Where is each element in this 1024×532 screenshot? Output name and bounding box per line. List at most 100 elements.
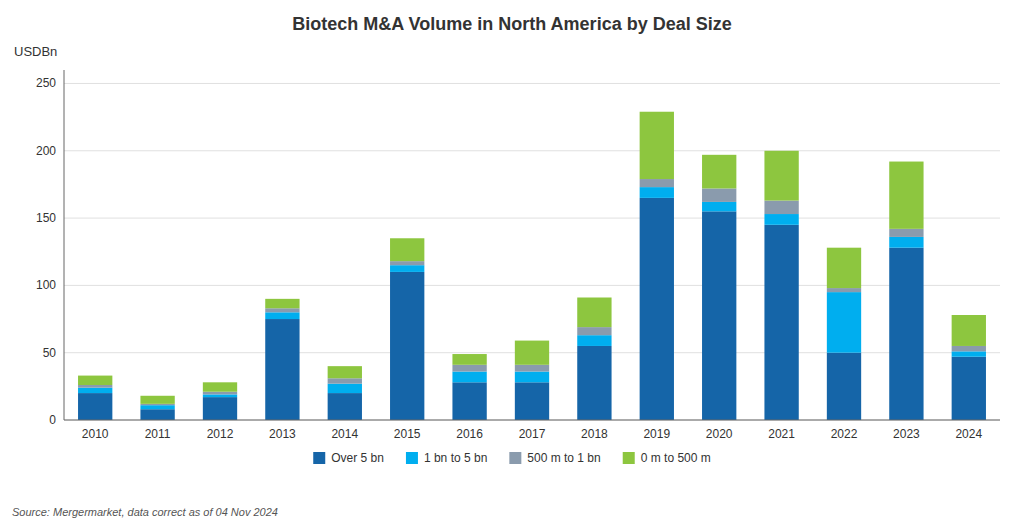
bar-segment <box>515 341 549 365</box>
legend-label: 500 m to 1 bn <box>527 451 600 465</box>
bar-segment <box>640 179 674 187</box>
bar-segment <box>702 155 736 189</box>
bar-segment <box>328 378 362 383</box>
x-tick-label: 2019 <box>643 427 670 441</box>
y-tick-label: 200 <box>36 144 56 158</box>
x-tick-label: 2023 <box>893 427 920 441</box>
bar-segment <box>390 265 424 272</box>
bar-segment <box>889 248 923 420</box>
bar-segment <box>203 382 237 391</box>
y-tick-label: 150 <box>36 211 56 225</box>
bar-segment <box>640 198 674 420</box>
bar-segment <box>390 261 424 265</box>
bar-segment <box>140 405 174 409</box>
bar-segment <box>702 211 736 420</box>
bar-segment <box>827 288 861 292</box>
x-tick-label: 2015 <box>394 427 421 441</box>
legend-item: 0 m to 500 m <box>623 451 711 465</box>
bar-segment <box>577 327 611 335</box>
bar-segment <box>328 393 362 420</box>
bar-segment <box>640 187 674 198</box>
bar-segment <box>265 299 299 308</box>
x-tick-label: 2018 <box>581 427 608 441</box>
series <box>78 187 986 409</box>
bar-segment <box>889 237 923 248</box>
x-tick-label: 2022 <box>831 427 858 441</box>
grid-line <box>64 420 1000 421</box>
x-tick-label: 2024 <box>955 427 982 441</box>
y-tick-label: 50 <box>43 346 57 360</box>
bar-segment <box>640 112 674 179</box>
bar-segment <box>827 248 861 288</box>
grid-line <box>64 218 1000 219</box>
bar-segment <box>78 393 112 420</box>
legend-swatch <box>406 452 418 464</box>
grid <box>64 83 1000 420</box>
x-tick-label: 2020 <box>706 427 733 441</box>
bar-segment <box>390 272 424 420</box>
x-tick-label: 2010 <box>82 427 109 441</box>
bar-segment <box>702 188 736 201</box>
series <box>78 198 986 420</box>
bar-segment <box>328 384 362 393</box>
x-tick-label: 2021 <box>768 427 795 441</box>
grid-line <box>64 150 1000 151</box>
bar-segment <box>203 392 237 395</box>
bar-segment <box>452 372 486 383</box>
bar-segment <box>265 308 299 312</box>
bar-segment <box>78 376 112 385</box>
grid-line <box>64 83 1000 84</box>
source-note: Source: Mergermarket, data correct as of… <box>12 506 278 518</box>
bar-segment <box>328 366 362 378</box>
title: Biotech M&A Volume in North America by D… <box>292 14 731 34</box>
bar-segment <box>952 346 986 351</box>
y-axis-line <box>64 70 65 420</box>
bar-segment <box>889 162 923 229</box>
x-tick-label: 2014 <box>331 427 358 441</box>
bar-segment <box>203 397 237 420</box>
x-tick-label: 2011 <box>145 427 171 441</box>
bar-segment <box>577 335 611 346</box>
bar-segment <box>78 385 112 388</box>
legend-label: 0 m to 500 m <box>641 451 711 465</box>
bar-segment <box>952 351 986 356</box>
bar-segment <box>889 229 923 237</box>
bar-segment <box>515 372 549 383</box>
bar-segment <box>577 346 611 420</box>
bar-segment <box>515 365 549 372</box>
bar-segment <box>265 312 299 319</box>
bar-segment <box>764 151 798 201</box>
bar-segment <box>827 353 861 420</box>
series <box>78 179 986 405</box>
legend-label: Over 5 bn <box>331 451 384 465</box>
legend-item: Over 5 bn <box>313 451 384 465</box>
bar-segment <box>764 201 798 214</box>
legend-swatch <box>313 452 325 464</box>
bar-segment <box>952 315 986 346</box>
x-tick-label: 2017 <box>519 427 546 441</box>
bar-segment <box>952 357 986 420</box>
bar-segment <box>515 382 549 420</box>
y-tick-label: 250 <box>36 76 56 90</box>
bar-segment <box>203 394 237 397</box>
legend-item: 500 m to 1 bn <box>509 451 600 465</box>
y-tick-label: 100 <box>36 278 56 292</box>
bar-segment <box>452 382 486 420</box>
bar-segment <box>140 396 174 404</box>
legend-swatch <box>623 452 635 464</box>
bars <box>78 112 986 420</box>
y-axis-label: USDBn <box>14 44 57 59</box>
bar-segment <box>827 292 861 353</box>
legend-label: 1 bn to 5 bn <box>424 451 487 465</box>
chart: Biotech M&A Volume in North America by D… <box>0 0 1024 532</box>
y-tick-label: 0 <box>49 413 56 427</box>
bar-segment <box>702 202 736 211</box>
bar-segment <box>452 354 486 365</box>
bar-segment <box>265 319 299 420</box>
bar-segment <box>390 238 424 261</box>
legend-swatch <box>509 452 521 464</box>
x-tick-label: 2016 <box>456 427 483 441</box>
series <box>78 112 986 404</box>
x-axis-line <box>64 420 1000 421</box>
x-tick-label: 2013 <box>269 427 296 441</box>
